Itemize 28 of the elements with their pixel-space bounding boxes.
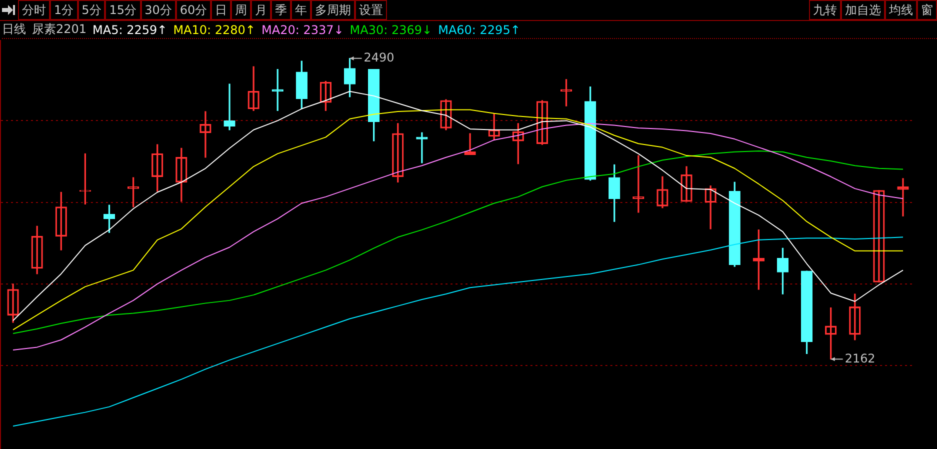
text: 加自选: [841, 0, 885, 20]
text: 窗: [917, 0, 937, 20]
chart-title: 日线: [2, 21, 26, 38]
text: 月: [251, 0, 272, 20]
text: 均线: [885, 0, 917, 20]
text: 多周期: [311, 0, 356, 20]
annotation: 2490: [364, 50, 394, 64]
text: MA5: 2259↑: [92, 22, 168, 36]
text: 日: [211, 0, 232, 20]
annotation: 2162: [844, 351, 876, 366]
text: 年: [291, 0, 312, 20]
text: 九转: [809, 0, 841, 20]
text: MA20: 2337↓: [262, 22, 344, 36]
text: 周: [231, 0, 252, 20]
candlestick: [873, 190, 885, 282]
text: 1分: [50, 0, 78, 20]
chart-subtitle: 尿素2201: [32, 21, 87, 38]
text: 15分: [105, 0, 141, 20]
text: MA60: 2295↑: [438, 22, 520, 36]
text: 设置: [355, 0, 388, 20]
text: MA10: 2280↑: [173, 22, 256, 36]
candlestick: [224, 84, 236, 130]
text: MA30: 2369↓: [350, 22, 432, 36]
text: 分时: [18, 0, 50, 20]
text: 5分: [78, 0, 106, 20]
text: 30分: [140, 0, 176, 20]
text: 60分: [176, 0, 212, 20]
text: 季: [271, 0, 292, 20]
